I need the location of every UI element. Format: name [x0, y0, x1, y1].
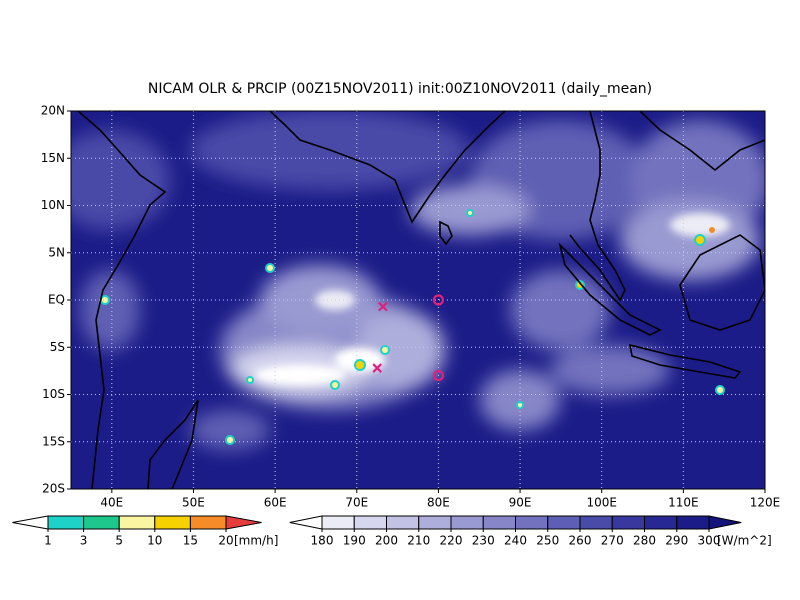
y-tick-label: 15N	[41, 151, 65, 165]
y-tick-label: 10N	[41, 198, 65, 212]
colorbar-unit: [mm/h]	[234, 534, 278, 548]
y-tick-label: 15S	[42, 434, 65, 448]
site-marker	[432, 294, 445, 306]
coastlines	[77, 111, 765, 489]
colorbar-label: 190	[343, 534, 366, 548]
x-tick-label: 110E	[668, 496, 699, 510]
grid-layer	[71, 111, 765, 489]
colorbar-segment	[418, 515, 452, 530]
colorbar-segment	[289, 515, 323, 530]
site-marker	[378, 301, 388, 312]
marker-layer	[372, 294, 445, 382]
x-tick-label: 70E	[345, 496, 368, 510]
colorbar-label: 180	[311, 534, 334, 548]
colorbars: 1 3 5 10 15 20 [mm/h] 180 190 200 210 220 230 240 250 2…	[12, 515, 772, 548]
colorbar-segment	[225, 515, 262, 530]
colorbar-label: 240	[504, 534, 527, 548]
y-tick-label: 20N	[41, 104, 65, 118]
colorbar-segment	[83, 515, 120, 530]
colorbar-segment	[353, 515, 387, 530]
colorbar-label: 270	[601, 534, 624, 548]
colorbar-segment	[450, 515, 484, 530]
colorbar-label: 250	[536, 534, 559, 548]
x-tick-label: 60E	[264, 496, 287, 510]
site-marker	[432, 370, 445, 382]
colorbar-label: 5	[115, 534, 123, 548]
x-tick-label: 100E	[586, 496, 617, 510]
map-field	[71, 111, 765, 489]
colorbar-segment	[386, 515, 420, 530]
y-tick-label: 20S	[42, 482, 65, 496]
colorbar-segment	[482, 515, 516, 530]
axis-layer: 40E 50E 60E 70E 80E 90E 100E 110E 120E 20N 15N 10N 5…	[41, 104, 781, 510]
x-tick-label: 40E	[100, 496, 123, 510]
y-tick-label: 5S	[50, 340, 65, 354]
colorbar-label: 20	[218, 534, 233, 548]
colorbar-segment	[515, 515, 549, 530]
colorbar-segment	[644, 515, 678, 530]
map-title: NICAM OLR & PRCIP (00Z15NOV2011) init:00…	[148, 81, 652, 97]
colorbar-label: 300	[698, 534, 721, 548]
colorbar-label: 15	[183, 534, 198, 548]
colorbar-label: 230	[472, 534, 495, 548]
colorbar-label: 200	[375, 534, 398, 548]
colorbar-segment	[189, 515, 227, 530]
y-tick-label: 10S	[42, 387, 65, 401]
colorbar-label: 1	[44, 534, 52, 548]
colorbar-segment	[676, 515, 710, 530]
colorbar-label: 3	[80, 534, 88, 548]
colorbar-segment	[708, 515, 742, 530]
rain-field	[255, 213, 730, 385]
colorbar-label: 10	[147, 534, 162, 548]
site-marker	[372, 363, 382, 373]
x-tick-label: 90E	[509, 496, 532, 510]
precip-spots	[100, 209, 725, 445]
colorbar-unit: [W/m^2]	[717, 534, 772, 548]
colorbar-label: 210	[407, 534, 430, 548]
colorbar-label: 220	[440, 534, 463, 548]
colorbar-segment	[321, 515, 355, 530]
x-tick-label: 50E	[182, 496, 205, 510]
y-tick-label: 5N	[48, 245, 65, 259]
colorbar-label: 290	[665, 534, 688, 548]
colorbar-segment	[547, 515, 581, 530]
colorbar-segment	[154, 515, 191, 530]
colorbar-segment	[47, 515, 85, 530]
x-tick-label: 120E	[750, 496, 781, 510]
y-tick-label: EQ	[48, 293, 65, 307]
colorbar-segment	[611, 515, 645, 530]
colorbar-label: 280	[633, 534, 656, 548]
colorbar-segment	[579, 515, 613, 530]
x-tick-label: 80E	[427, 496, 450, 510]
colorbar-segment	[118, 515, 156, 530]
colorbar-label: 260	[569, 534, 592, 548]
colorbar-segment	[12, 515, 49, 530]
